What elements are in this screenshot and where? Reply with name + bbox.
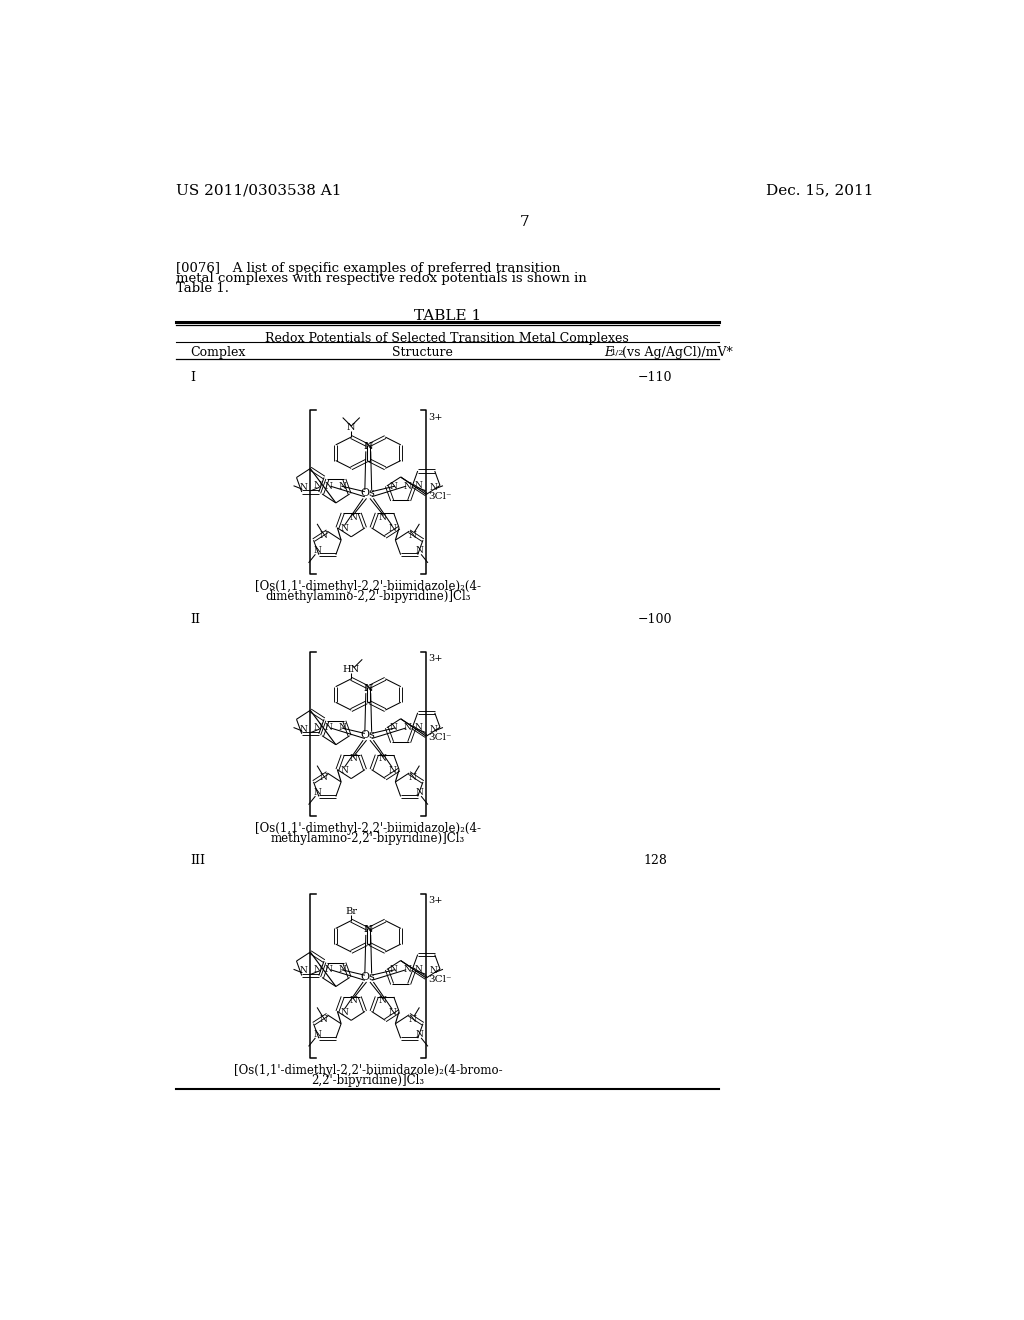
Text: Os: Os bbox=[360, 488, 376, 499]
Text: E: E bbox=[604, 346, 613, 359]
Text: N: N bbox=[388, 1008, 396, 1016]
Text: Complex: Complex bbox=[190, 346, 246, 359]
Text: Os: Os bbox=[360, 972, 376, 982]
Text: N: N bbox=[365, 925, 373, 935]
Text: dimethylamino-2,2'-bipyridine)]Cl₃: dimethylamino-2,2'-bipyridine)]Cl₃ bbox=[265, 590, 471, 603]
Text: N: N bbox=[416, 1030, 423, 1039]
Text: N: N bbox=[409, 1015, 417, 1024]
Text: Structure: Structure bbox=[392, 346, 453, 359]
Text: Os: Os bbox=[360, 730, 376, 741]
Text: N: N bbox=[416, 546, 423, 556]
Text: N: N bbox=[429, 483, 437, 492]
Text: −110: −110 bbox=[638, 371, 672, 384]
Text: metal complexes with respective redox potentials is shown in: metal complexes with respective redox po… bbox=[176, 272, 587, 285]
Text: N: N bbox=[388, 766, 396, 775]
Text: (vs Ag/AgCl)/mV*: (vs Ag/AgCl)/mV* bbox=[623, 346, 733, 359]
Text: N: N bbox=[365, 684, 373, 693]
Text: N: N bbox=[313, 1030, 322, 1039]
Text: 3Cl⁻: 3Cl⁻ bbox=[429, 975, 453, 985]
Text: N: N bbox=[365, 442, 373, 450]
Text: US 2011/0303538 A1: US 2011/0303538 A1 bbox=[176, 183, 342, 198]
Text: N: N bbox=[379, 997, 387, 1005]
Text: N: N bbox=[364, 925, 372, 935]
Text: N: N bbox=[364, 442, 372, 450]
Text: N: N bbox=[299, 483, 307, 492]
Text: methylamino-2,2'-bipyridine)]Cl₃: methylamino-2,2'-bipyridine)]Cl₃ bbox=[271, 832, 465, 845]
Text: 128: 128 bbox=[643, 854, 667, 867]
Text: N: N bbox=[319, 774, 328, 781]
Text: 3+: 3+ bbox=[429, 655, 443, 663]
Text: 3+: 3+ bbox=[429, 896, 443, 906]
Text: N: N bbox=[379, 512, 387, 521]
Text: 3Cl⁻: 3Cl⁻ bbox=[429, 734, 453, 742]
Text: N: N bbox=[325, 965, 333, 974]
Text: N: N bbox=[313, 546, 322, 556]
Text: N: N bbox=[339, 965, 347, 974]
Text: N: N bbox=[340, 766, 348, 775]
Text: N: N bbox=[319, 531, 328, 540]
Text: N: N bbox=[409, 531, 417, 540]
Text: N: N bbox=[350, 754, 357, 763]
Text: N: N bbox=[415, 965, 423, 974]
Text: N: N bbox=[325, 482, 333, 491]
Text: 7: 7 bbox=[520, 215, 529, 228]
Text: N: N bbox=[429, 725, 437, 734]
Text: Dec. 15, 2011: Dec. 15, 2011 bbox=[766, 183, 873, 198]
Text: N: N bbox=[340, 1008, 348, 1016]
Text: Redox Potentials of Selected Transition Metal Complexes: Redox Potentials of Selected Transition … bbox=[265, 331, 629, 345]
Text: 2,2'-bipyridine)]Cl₃: 2,2'-bipyridine)]Cl₃ bbox=[311, 1074, 425, 1086]
Text: N: N bbox=[314, 723, 322, 731]
Text: N: N bbox=[403, 723, 412, 733]
Text: N: N bbox=[390, 965, 397, 974]
Text: I: I bbox=[190, 371, 195, 384]
Text: N: N bbox=[314, 965, 322, 974]
Text: Table 1.: Table 1. bbox=[176, 282, 229, 296]
Text: [Os(1,1'-dimethyl-2,2'-biimidazole)₂(4-: [Os(1,1'-dimethyl-2,2'-biimidazole)₂(4- bbox=[255, 581, 481, 594]
Text: N: N bbox=[415, 723, 423, 731]
Text: 1/2: 1/2 bbox=[611, 348, 625, 356]
Text: N: N bbox=[416, 788, 423, 797]
Text: N: N bbox=[429, 966, 437, 975]
Text: N: N bbox=[319, 1015, 328, 1024]
Text: N: N bbox=[415, 480, 423, 490]
Text: III: III bbox=[190, 854, 205, 867]
Text: [0076]   A list of specific examples of preferred transition: [0076] A list of specific examples of pr… bbox=[176, 263, 560, 276]
Text: N: N bbox=[350, 512, 357, 521]
Text: N: N bbox=[314, 480, 322, 490]
Text: N: N bbox=[409, 774, 417, 781]
Text: N: N bbox=[313, 788, 322, 797]
Text: Br: Br bbox=[345, 907, 357, 916]
Text: N: N bbox=[403, 482, 412, 491]
Text: 3Cl⁻: 3Cl⁻ bbox=[429, 491, 453, 500]
Text: [Os(1,1'-dimethyl-2,2'-biimidazole)₂(4-bromo-: [Os(1,1'-dimethyl-2,2'-biimidazole)₂(4-b… bbox=[233, 1064, 503, 1077]
Text: N: N bbox=[388, 524, 396, 533]
Text: N: N bbox=[390, 482, 397, 491]
Text: N: N bbox=[339, 723, 347, 733]
Text: N: N bbox=[390, 723, 397, 733]
Text: N: N bbox=[350, 997, 357, 1005]
Text: TABLE 1: TABLE 1 bbox=[414, 309, 481, 323]
Text: N: N bbox=[379, 754, 387, 763]
Text: −100: −100 bbox=[638, 612, 672, 626]
Text: N: N bbox=[299, 725, 307, 734]
Text: N: N bbox=[325, 723, 333, 733]
Text: N: N bbox=[299, 966, 307, 975]
Text: N: N bbox=[403, 965, 412, 974]
Text: N: N bbox=[364, 684, 372, 693]
Text: II: II bbox=[190, 612, 200, 626]
Text: 3+: 3+ bbox=[429, 412, 443, 421]
Text: HN: HN bbox=[343, 665, 359, 675]
Text: N: N bbox=[347, 424, 355, 432]
Text: N: N bbox=[340, 524, 348, 533]
Text: N: N bbox=[339, 482, 347, 491]
Text: [Os(1,1'-dimethyl-2,2'-biimidazole)₂(4-: [Os(1,1'-dimethyl-2,2'-biimidazole)₂(4- bbox=[255, 822, 481, 836]
